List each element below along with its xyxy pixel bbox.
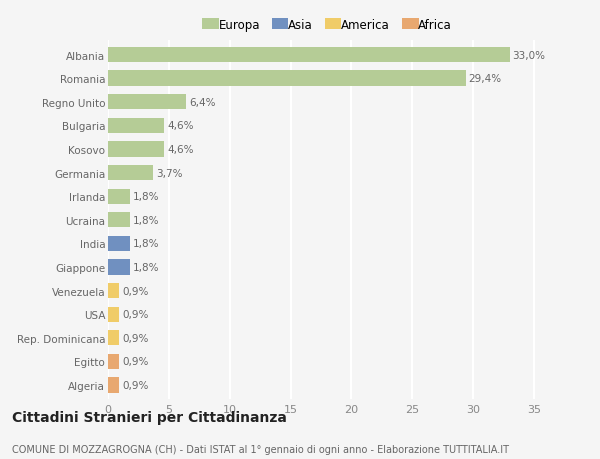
Text: 0,9%: 0,9% [122,380,148,390]
Legend: Europa, Asia, America, Africa: Europa, Asia, America, Africa [202,19,452,32]
Text: 0,9%: 0,9% [122,333,148,343]
Bar [108,378,119,393]
Bar [108,283,119,299]
Bar [108,354,119,369]
Bar [108,189,130,204]
Text: 4,6%: 4,6% [167,145,194,155]
Bar [108,307,119,322]
Text: 29,4%: 29,4% [469,74,502,84]
Bar [108,260,130,275]
Bar [108,142,164,157]
Text: 4,6%: 4,6% [167,121,194,131]
Text: Cittadini Stranieri per Cittadinanza: Cittadini Stranieri per Cittadinanza [12,411,287,425]
Text: 3,7%: 3,7% [156,168,182,178]
Bar [108,213,130,228]
Text: 1,8%: 1,8% [133,239,160,249]
Bar [108,166,153,181]
Bar [108,95,186,110]
Bar [108,118,164,134]
Bar [108,71,466,87]
Text: 0,9%: 0,9% [122,309,148,319]
Text: 33,0%: 33,0% [512,50,545,61]
Bar [108,236,130,252]
Text: 1,8%: 1,8% [133,263,160,273]
Text: 6,4%: 6,4% [189,98,215,107]
Bar [108,330,119,346]
Text: 0,9%: 0,9% [122,357,148,367]
Bar [108,48,509,63]
Text: 1,8%: 1,8% [133,192,160,202]
Text: 0,9%: 0,9% [122,286,148,296]
Text: 1,8%: 1,8% [133,215,160,225]
Text: COMUNE DI MOZZAGROGNA (CH) - Dati ISTAT al 1° gennaio di ogni anno - Elaborazion: COMUNE DI MOZZAGROGNA (CH) - Dati ISTAT … [12,444,509,454]
